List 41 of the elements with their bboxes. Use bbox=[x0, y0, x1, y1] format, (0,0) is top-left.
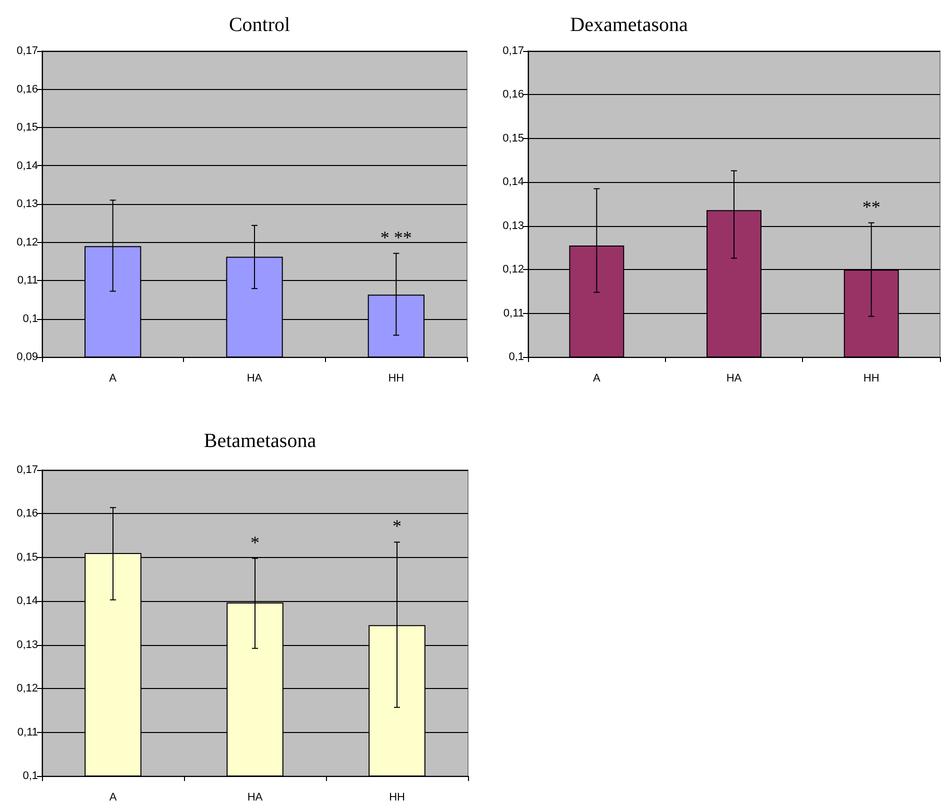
y-tick-label: 0,14 bbox=[16, 160, 38, 172]
y-tick-label: 0,17 bbox=[502, 45, 524, 57]
chart-title: Betametasona bbox=[204, 430, 316, 452]
x-tick-label: A bbox=[109, 372, 118, 384]
x-tick-label: HA bbox=[246, 372, 263, 384]
y-tick-label: 0,15 bbox=[16, 122, 38, 134]
y-tick-label: 0,1 bbox=[508, 351, 524, 363]
y-tick-label: 0,11 bbox=[17, 274, 38, 286]
y-tick-label: 0,14 bbox=[16, 595, 38, 608]
x-tick-label: HH bbox=[389, 792, 405, 804]
y-tick-label: 0,17 bbox=[16, 45, 38, 57]
x-tick-label: HH bbox=[863, 372, 880, 384]
y-tick-label: 0,12 bbox=[502, 264, 524, 276]
y-tick-label: 0,13 bbox=[16, 638, 38, 651]
chart-title: Dexametasona bbox=[570, 14, 688, 36]
y-tick-label: 0,13 bbox=[16, 198, 38, 210]
annotation: * bbox=[392, 516, 402, 536]
y-tick-label: 0,12 bbox=[16, 236, 38, 248]
x-tick-label: HA bbox=[726, 372, 742, 384]
y-tick-label: 0,1 bbox=[22, 770, 38, 782]
y-tick-label: 0,15 bbox=[502, 132, 524, 144]
y-tick-label: 0,14 bbox=[502, 176, 524, 188]
y-tick-label: 0,13 bbox=[502, 220, 524, 232]
y-tick-label: 0,16 bbox=[502, 88, 524, 101]
x-tick-label: HH bbox=[388, 372, 404, 384]
x-tick-label: A bbox=[592, 372, 601, 384]
x-tick-label: HA bbox=[247, 792, 264, 804]
y-tick-label: 0,17 bbox=[16, 464, 38, 476]
annotation: * bbox=[250, 532, 260, 552]
y-tick-label: 0,11 bbox=[503, 307, 524, 320]
y-tick-label: 0,12 bbox=[16, 682, 38, 695]
y-tick-label: 0,16 bbox=[16, 508, 38, 520]
chart-title: Control bbox=[228, 14, 290, 36]
annotation: ** bbox=[862, 196, 880, 217]
y-tick-label: 0,1 bbox=[22, 312, 38, 325]
x-tick-label: A bbox=[109, 792, 118, 804]
y-tick-label: 0,11 bbox=[17, 726, 38, 738]
y-tick-label: 0,16 bbox=[16, 83, 38, 96]
y-tick-label: 0,15 bbox=[16, 551, 38, 564]
y-tick-label: 0,09 bbox=[16, 351, 38, 363]
annotation: * ** bbox=[380, 227, 412, 248]
